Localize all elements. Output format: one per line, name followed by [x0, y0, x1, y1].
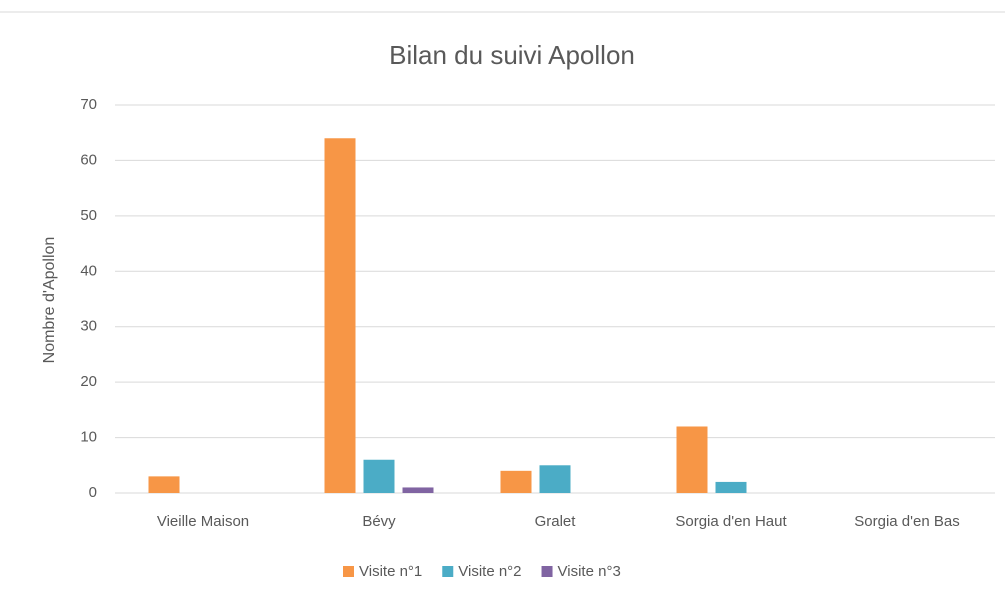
- bar: [715, 481, 747, 493]
- legend-swatch: [442, 566, 454, 577]
- y-tick-label: 60: [80, 151, 97, 168]
- y-tick-label: 0: [89, 484, 97, 501]
- bar: [676, 426, 708, 493]
- legend-label: Visite n°1: [359, 563, 422, 580]
- y-tick-label: 50: [80, 207, 97, 224]
- bar: [148, 476, 180, 493]
- bar: [363, 459, 395, 493]
- bar: [324, 138, 356, 493]
- bar: [402, 487, 434, 493]
- y-tick-label: 10: [80, 429, 97, 446]
- x-tick-label: Sorgia d'en Haut: [675, 513, 787, 530]
- x-tick-label: Sorgia d'en Bas: [854, 513, 959, 530]
- y-tick-label: 20: [80, 373, 97, 390]
- y-axis-label: Nombre d'Apollon: [41, 237, 58, 364]
- legend-swatch: [541, 566, 553, 577]
- y-tick-label: 70: [80, 96, 97, 113]
- x-tick-label: Vieille Maison: [157, 513, 249, 530]
- y-tick-label: 30: [80, 318, 97, 335]
- legend-label: Visite n°3: [558, 563, 621, 580]
- x-tick-label: Gralet: [535, 513, 577, 530]
- bar: [539, 465, 571, 493]
- bar: [500, 470, 532, 493]
- y-tick-label: 40: [80, 262, 97, 279]
- legend-swatch: [343, 566, 354, 577]
- legend-label: Visite n°2: [458, 563, 521, 580]
- chart-title: Bilan du suivi Apollon: [389, 40, 635, 70]
- x-tick-label: Bévy: [362, 513, 396, 530]
